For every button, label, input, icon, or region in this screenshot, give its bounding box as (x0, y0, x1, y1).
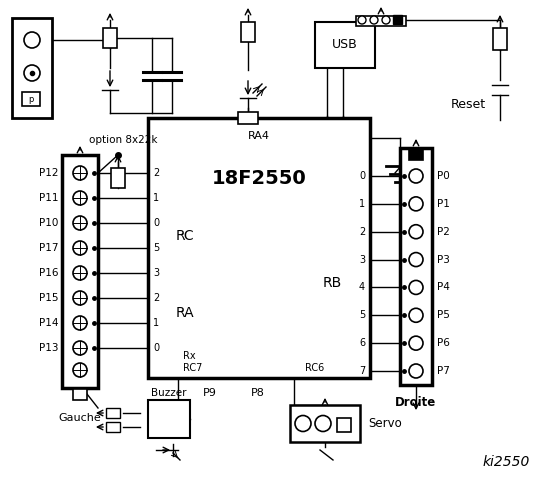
Text: Gauche: Gauche (59, 413, 101, 423)
Bar (238, 112, 258, 124)
Text: 0: 0 (153, 343, 159, 353)
Text: Buzzer: Buzzer (151, 388, 186, 398)
Text: RA4: RA4 (248, 131, 270, 141)
Text: 5: 5 (359, 310, 365, 320)
Text: P0: P0 (437, 171, 450, 181)
Text: P16: P16 (39, 268, 58, 278)
Text: P13: P13 (39, 343, 58, 353)
Circle shape (73, 363, 87, 377)
Circle shape (409, 252, 423, 266)
Text: 1: 1 (153, 318, 159, 328)
Text: RC7: RC7 (183, 363, 202, 373)
Text: 2: 2 (359, 227, 365, 237)
Circle shape (409, 364, 423, 378)
Bar (73, 389, 87, 400)
Circle shape (409, 169, 423, 183)
Bar (409, 149, 423, 160)
Circle shape (73, 216, 87, 230)
Text: ki2550: ki2550 (483, 455, 530, 469)
Text: 6: 6 (359, 338, 365, 348)
Text: Reset: Reset (451, 98, 486, 111)
Bar (106, 408, 120, 418)
Text: P15: P15 (39, 293, 58, 303)
Text: P12: P12 (39, 168, 58, 178)
Text: 2: 2 (153, 168, 159, 178)
Text: P6: P6 (437, 338, 450, 348)
Text: 2: 2 (153, 293, 159, 303)
Bar (148, 400, 190, 438)
Circle shape (370, 16, 378, 24)
Bar (12, 18, 52, 118)
Text: 1: 1 (153, 193, 159, 203)
Text: P9: P9 (203, 388, 217, 398)
Text: P11: P11 (39, 193, 58, 203)
Circle shape (73, 241, 87, 255)
Circle shape (295, 416, 311, 432)
Text: 18F2550: 18F2550 (212, 168, 306, 188)
Text: 3: 3 (153, 268, 159, 278)
Bar (290, 405, 360, 442)
Circle shape (409, 225, 423, 239)
Circle shape (24, 65, 40, 81)
Bar (493, 28, 507, 50)
Text: 5: 5 (153, 243, 159, 253)
Circle shape (24, 32, 40, 48)
Text: RC6: RC6 (305, 363, 324, 373)
Text: RB: RB (323, 276, 342, 290)
Circle shape (409, 336, 423, 350)
Bar (356, 16, 406, 26)
Circle shape (409, 197, 423, 211)
Text: 1: 1 (359, 199, 365, 209)
Text: P1: P1 (437, 199, 450, 209)
Text: 7: 7 (359, 366, 365, 376)
Text: P2: P2 (437, 227, 450, 237)
Circle shape (409, 280, 423, 294)
Text: 4: 4 (359, 282, 365, 292)
Circle shape (409, 308, 423, 322)
Text: USB: USB (332, 38, 358, 51)
Text: p: p (28, 95, 34, 104)
Text: Rx: Rx (183, 351, 196, 361)
Bar (103, 28, 117, 48)
Text: 0: 0 (153, 218, 159, 228)
Bar (22, 92, 40, 106)
Text: P5: P5 (437, 310, 450, 320)
Text: P10: P10 (39, 218, 58, 228)
Text: 3: 3 (359, 254, 365, 264)
Circle shape (73, 266, 87, 280)
Bar (315, 22, 375, 68)
Text: Droite: Droite (395, 396, 437, 409)
Bar (106, 422, 120, 432)
Bar (62, 155, 98, 388)
Text: RC: RC (176, 229, 195, 243)
Circle shape (73, 166, 87, 180)
Bar (241, 22, 255, 42)
Bar (400, 148, 432, 385)
Text: Servo: Servo (368, 417, 401, 430)
Bar (148, 118, 370, 378)
Text: P3: P3 (437, 254, 450, 264)
Bar (393, 15, 402, 24)
Text: P8: P8 (251, 388, 265, 398)
Text: P17: P17 (39, 243, 58, 253)
Circle shape (358, 16, 366, 24)
Circle shape (382, 16, 390, 24)
Bar (337, 418, 351, 432)
Circle shape (73, 191, 87, 205)
Circle shape (315, 416, 331, 432)
Text: P7: P7 (437, 366, 450, 376)
Text: 0: 0 (359, 171, 365, 181)
Bar (111, 168, 125, 188)
Text: P14: P14 (39, 318, 58, 328)
Text: P4: P4 (437, 282, 450, 292)
Circle shape (73, 316, 87, 330)
Text: option 8x22k: option 8x22k (88, 135, 157, 145)
Circle shape (73, 291, 87, 305)
Text: RA: RA (176, 306, 195, 320)
Circle shape (73, 341, 87, 355)
